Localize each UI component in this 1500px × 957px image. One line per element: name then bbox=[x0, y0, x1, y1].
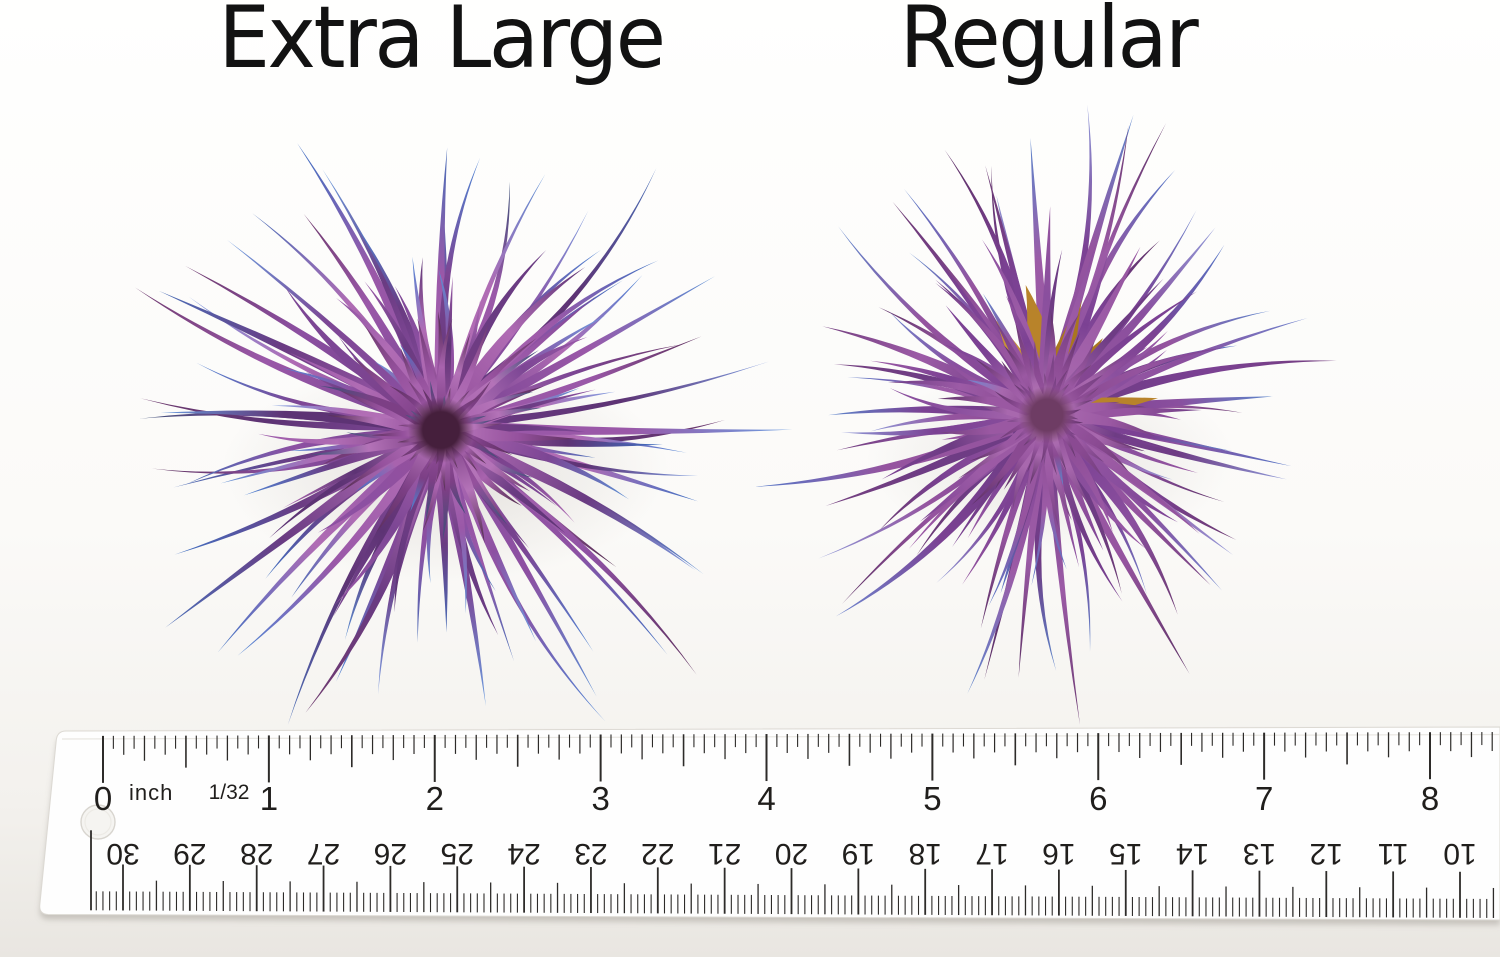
cm-number: 14 bbox=[1176, 837, 1209, 870]
ruler-unit-label: inch bbox=[129, 780, 173, 805]
cm-number: 21 bbox=[708, 837, 741, 870]
air-plant-extra-large bbox=[134, 143, 793, 725]
cm-number: 28 bbox=[240, 837, 273, 870]
cm-number: 19 bbox=[842, 837, 875, 870]
cm-number: 27 bbox=[307, 837, 340, 870]
inch-number: 0 bbox=[94, 780, 112, 817]
plant-center bbox=[408, 397, 474, 463]
inch-numbers: 0 1 2 3 4 5 6 7 8 inch 1/32 bbox=[94, 780, 1439, 817]
ruler-scale-label: 1/32 bbox=[209, 781, 250, 804]
size-label-extra-large: Extra Large bbox=[218, 0, 666, 88]
cm-number: 29 bbox=[173, 837, 206, 870]
cm-number: 18 bbox=[909, 837, 942, 870]
cm-number: 11 bbox=[1378, 837, 1409, 870]
cm-number: 24 bbox=[507, 837, 540, 870]
size-label-regular: Regular bbox=[899, 0, 1199, 88]
inch-number: 7 bbox=[1255, 780, 1273, 817]
inch-number: 6 bbox=[1089, 780, 1107, 817]
air-plant-regular bbox=[755, 104, 1337, 725]
cm-number: 26 bbox=[374, 837, 407, 870]
inch-number: 4 bbox=[757, 780, 775, 817]
cm-number: 17 bbox=[975, 837, 1008, 870]
cm-number: 13 bbox=[1243, 837, 1276, 870]
inch-number: 1 bbox=[260, 780, 278, 817]
cm-numbers: 30 29 28 27 26 25 24 23 22 21 20 19 18 17 16 15 14 13 12 11… bbox=[106, 837, 1476, 870]
cm-number: 15 bbox=[1109, 837, 1142, 870]
cm-number: 23 bbox=[574, 837, 607, 870]
cm-tick-marks bbox=[90, 830, 1495, 918]
inch-number: 3 bbox=[591, 780, 609, 817]
inch-number: 5 bbox=[923, 780, 941, 817]
ruler-body bbox=[39, 726, 1500, 921]
cm-number: 10 bbox=[1443, 837, 1476, 870]
cm-number: 25 bbox=[441, 837, 474, 870]
cm-number: 22 bbox=[641, 837, 674, 870]
cm-number: 30 bbox=[106, 837, 139, 870]
cm-number: 16 bbox=[1042, 837, 1075, 870]
cm-number: 20 bbox=[775, 837, 808, 870]
plant-center bbox=[1018, 386, 1076, 444]
inch-number: 2 bbox=[426, 780, 444, 817]
cm-number: 12 bbox=[1310, 837, 1343, 870]
ruler-hang-hole bbox=[80, 804, 116, 840]
inch-number: 8 bbox=[1421, 780, 1439, 817]
inch-tick-marks bbox=[102, 732, 1493, 783]
ruler-top-bevel bbox=[61, 733, 1500, 740]
